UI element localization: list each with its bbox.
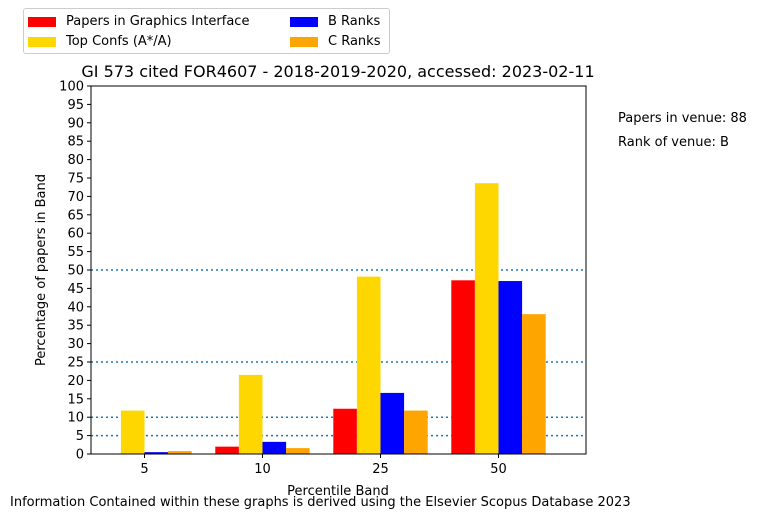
bar-25-series-1 bbox=[356, 276, 381, 454]
y-tick-label-50: 50 bbox=[67, 264, 84, 279]
y-tick-label-100: 100 bbox=[59, 80, 84, 95]
y-tick-label-80: 80 bbox=[67, 153, 84, 168]
legend-item-papers: Papers in Graphics Interface bbox=[28, 14, 249, 29]
legend-swatch-papers bbox=[28, 16, 56, 27]
y-tick-label-40: 40 bbox=[67, 300, 84, 315]
rank-of-venue-note: Rank of venue: B bbox=[618, 135, 729, 150]
legend-item-c-ranks: C Ranks bbox=[290, 34, 380, 49]
y-tick-label-70: 70 bbox=[67, 190, 84, 205]
y-tick-label-55: 55 bbox=[67, 245, 84, 260]
bar-50-series-2 bbox=[498, 281, 523, 454]
x-axis: 5 10 25 50 bbox=[140, 454, 507, 477]
bar-5-series-2 bbox=[144, 452, 169, 454]
y-tick-label-60: 60 bbox=[67, 227, 84, 242]
bar-5-series-1 bbox=[120, 410, 145, 454]
legend-item-top-confs: Top Confs (A*/A) bbox=[28, 34, 172, 49]
bar-25-series-2 bbox=[380, 392, 405, 454]
legend-swatch-top-confs bbox=[28, 36, 56, 47]
y-tick-label-5: 5 bbox=[76, 429, 84, 444]
footer-note: Information Contained within these graph… bbox=[10, 495, 631, 510]
papers-in-venue-note: Papers in venue: 88 bbox=[618, 111, 747, 126]
y-tick-label-95: 95 bbox=[67, 98, 84, 113]
y-tick-label-30: 30 bbox=[67, 337, 84, 352]
y-tick-label-0: 0 bbox=[76, 448, 84, 463]
legend-item-b-ranks: B Ranks bbox=[290, 14, 380, 29]
y-axis: 0 5 10 15 20 25 30 35 40 45 50 55 60 65 70 75 80 85 90 95 10… bbox=[59, 80, 91, 463]
y-tick-label-25: 25 bbox=[67, 356, 84, 371]
y-tick-label-85: 85 bbox=[67, 135, 84, 150]
x-tick-label-50: 50 bbox=[490, 462, 507, 477]
y-tick-label-75: 75 bbox=[67, 172, 84, 187]
legend-label-top-confs: Top Confs (A*/A) bbox=[66, 34, 172, 49]
y-tick-label-65: 65 bbox=[67, 208, 84, 223]
chart-title: GI 573 cited FOR4607 - 2018-2019-2020, a… bbox=[81, 62, 594, 81]
bar-10-series-1 bbox=[238, 374, 263, 454]
legend: Papers in Graphics Interface Top Confs (… bbox=[23, 8, 390, 54]
bar-50-series-1 bbox=[474, 183, 499, 455]
y-axis-label: Percentage of papers in Band bbox=[34, 174, 49, 366]
bar-5-series-3 bbox=[168, 451, 192, 454]
y-tick-label-90: 90 bbox=[67, 116, 84, 131]
bar-50-series-3 bbox=[522, 314, 546, 454]
bar-25-series-3 bbox=[404, 410, 428, 454]
legend-label-b-ranks: B Ranks bbox=[328, 14, 381, 29]
bars bbox=[120, 183, 546, 455]
y-tick-label-15: 15 bbox=[67, 392, 84, 407]
bar-25-series-0 bbox=[333, 408, 357, 454]
legend-swatch-b-ranks bbox=[290, 16, 318, 27]
bar-50-series-0 bbox=[451, 280, 475, 454]
x-tick-label-5: 5 bbox=[140, 462, 148, 477]
legend-label-papers: Papers in Graphics Interface bbox=[66, 14, 250, 29]
y-tick-label-45: 45 bbox=[67, 282, 84, 297]
x-tick-label-25: 25 bbox=[372, 462, 389, 477]
bar-10-series-3 bbox=[286, 448, 310, 454]
y-tick-label-10: 10 bbox=[67, 411, 84, 426]
y-tick-label-20: 20 bbox=[67, 374, 84, 389]
x-tick-label-10: 10 bbox=[254, 462, 271, 477]
y-tick-label-35: 35 bbox=[67, 319, 84, 334]
bar-10-series-0 bbox=[215, 446, 239, 454]
bar-10-series-2 bbox=[262, 441, 287, 454]
legend-label-c-ranks: C Ranks bbox=[328, 34, 381, 49]
legend-swatch-c-ranks bbox=[290, 36, 318, 47]
x-axis-label: Percentile Band bbox=[287, 484, 389, 499]
